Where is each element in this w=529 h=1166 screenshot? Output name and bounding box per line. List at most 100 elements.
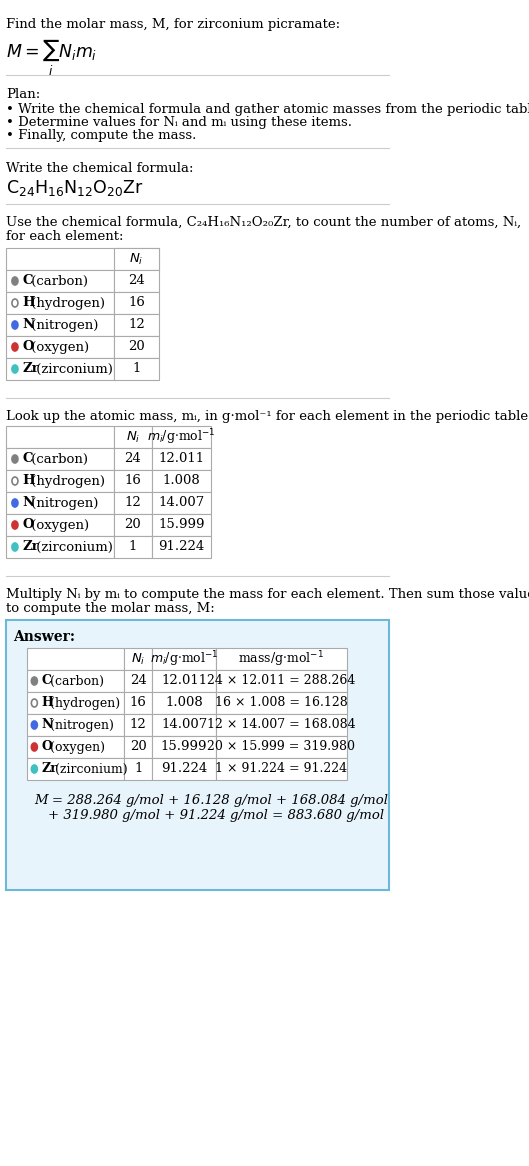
Bar: [6, 292, 114, 314]
Text: H: H: [22, 475, 35, 487]
Bar: [6, 336, 114, 358]
Text: Find the molar mass, M, for zirconium picramate:: Find the molar mass, M, for zirconium pi…: [6, 17, 340, 31]
Text: 91.224: 91.224: [158, 541, 205, 554]
Text: Use the chemical formula, C₂₄H₁₆N₁₂O₂₀Zr, to count the number of atoms, Nᵢ,: Use the chemical formula, C₂₄H₁₆N₁₂O₂₀Zr…: [6, 216, 521, 229]
Bar: [152, 514, 212, 536]
Text: 1: 1: [134, 763, 142, 775]
Bar: [152, 470, 212, 492]
Bar: [124, 670, 152, 691]
Text: 12.011: 12.011: [159, 452, 205, 465]
Text: (hydrogen): (hydrogen): [47, 696, 121, 709]
Bar: [6, 470, 114, 492]
Text: Look up the atomic mass, mᵢ, in g·mol⁻¹ for each element in the periodic table:: Look up the atomic mass, mᵢ, in g·mol⁻¹ …: [6, 410, 529, 423]
Text: 14.007: 14.007: [161, 718, 207, 731]
Bar: [114, 314, 159, 336]
Bar: [114, 271, 159, 292]
Text: 20 × 15.999 = 319.980: 20 × 15.999 = 319.980: [207, 740, 355, 753]
Text: (carbon): (carbon): [28, 452, 88, 465]
Circle shape: [12, 543, 18, 552]
Text: 15.999: 15.999: [161, 740, 207, 753]
Text: 1 × 91.224 = 91.224: 1 × 91.224 = 91.224: [215, 763, 348, 775]
Text: 12.011: 12.011: [161, 674, 207, 688]
Text: • Write the chemical formula and gather atomic masses from the periodic table.: • Write the chemical formula and gather …: [6, 103, 529, 115]
Text: • Finally, compute the mass.: • Finally, compute the mass.: [6, 129, 196, 142]
Text: (zirconium): (zirconium): [32, 541, 113, 554]
Bar: [114, 536, 152, 559]
Text: O: O: [22, 340, 34, 353]
Bar: [27, 670, 124, 691]
Circle shape: [12, 278, 18, 285]
Text: M = 288.264 g/mol + 16.128 g/mol + 168.084 g/mol: M = 288.264 g/mol + 16.128 g/mol + 168.0…: [34, 794, 388, 807]
Text: $N_i$: $N_i$: [130, 252, 144, 267]
Bar: [6, 314, 114, 336]
Bar: [124, 648, 152, 670]
Text: 16: 16: [130, 696, 147, 709]
Bar: [152, 758, 216, 780]
Bar: [114, 336, 159, 358]
Text: for each element:: for each element:: [6, 230, 123, 243]
Text: (nitrogen): (nitrogen): [28, 318, 98, 331]
Text: N: N: [22, 497, 34, 510]
Text: $m_i$/g·mol$^{-1}$: $m_i$/g·mol$^{-1}$: [150, 649, 218, 669]
Text: 1.008: 1.008: [165, 696, 203, 709]
Bar: [152, 691, 216, 714]
Text: (hydrogen): (hydrogen): [28, 296, 105, 309]
Bar: [114, 470, 152, 492]
Circle shape: [31, 765, 38, 773]
Text: $N_i$: $N_i$: [131, 652, 145, 667]
Text: to compute the molar mass, M:: to compute the molar mass, M:: [6, 602, 215, 614]
Text: (carbon): (carbon): [47, 674, 104, 688]
Text: 16: 16: [124, 475, 141, 487]
Bar: [124, 691, 152, 714]
Text: $\mathrm{C_{24}H_{16}N_{12}O_{20}Zr}$: $\mathrm{C_{24}H_{16}N_{12}O_{20}Zr}$: [6, 178, 143, 198]
Bar: [152, 536, 212, 559]
Text: O: O: [42, 740, 53, 753]
Bar: [6, 514, 114, 536]
Bar: [6, 620, 389, 890]
Bar: [6, 536, 114, 559]
Bar: [152, 448, 212, 470]
Bar: [152, 426, 212, 448]
Text: H: H: [42, 696, 54, 709]
Bar: [27, 736, 124, 758]
Bar: [216, 670, 346, 691]
Text: 12: 12: [129, 318, 145, 331]
Bar: [27, 648, 124, 670]
Bar: [6, 358, 114, 380]
Bar: [114, 248, 159, 271]
Text: + 319.980 g/mol + 91.224 g/mol = 883.680 g/mol: + 319.980 g/mol + 91.224 g/mol = 883.680…: [48, 809, 384, 822]
Bar: [152, 492, 212, 514]
Circle shape: [12, 455, 18, 463]
Text: (hydrogen): (hydrogen): [28, 475, 105, 487]
Text: Plan:: Plan:: [6, 87, 40, 101]
Bar: [124, 758, 152, 780]
Text: 24: 24: [125, 452, 141, 465]
Text: Multiply Nᵢ by mᵢ to compute the mass for each element. Then sum those values: Multiply Nᵢ by mᵢ to compute the mass fo…: [6, 588, 529, 600]
Circle shape: [12, 343, 18, 351]
Circle shape: [12, 365, 18, 373]
Text: Zr: Zr: [42, 763, 58, 775]
Text: 20: 20: [125, 519, 141, 532]
Text: C: C: [22, 452, 33, 465]
Text: (oxygen): (oxygen): [47, 740, 105, 753]
Text: mass/g·mol$^{-1}$: mass/g·mol$^{-1}$: [238, 649, 324, 669]
Text: (zirconium): (zirconium): [32, 363, 113, 375]
Bar: [152, 670, 216, 691]
Text: Zr: Zr: [22, 541, 39, 554]
Bar: [114, 292, 159, 314]
Text: 20: 20: [129, 340, 145, 353]
Bar: [6, 448, 114, 470]
Circle shape: [31, 743, 38, 751]
Text: 24 × 12.011 = 288.264: 24 × 12.011 = 288.264: [207, 674, 355, 688]
Bar: [216, 736, 346, 758]
Text: 24: 24: [129, 274, 145, 288]
Bar: [27, 758, 124, 780]
Text: 12 × 14.007 = 168.084: 12 × 14.007 = 168.084: [207, 718, 355, 731]
Bar: [114, 426, 152, 448]
Text: C: C: [42, 674, 52, 688]
Bar: [114, 448, 152, 470]
Text: (nitrogen): (nitrogen): [47, 718, 114, 731]
Text: 15.999: 15.999: [158, 519, 205, 532]
Text: (zirconium): (zirconium): [51, 763, 127, 775]
Text: Answer:: Answer:: [13, 630, 76, 644]
